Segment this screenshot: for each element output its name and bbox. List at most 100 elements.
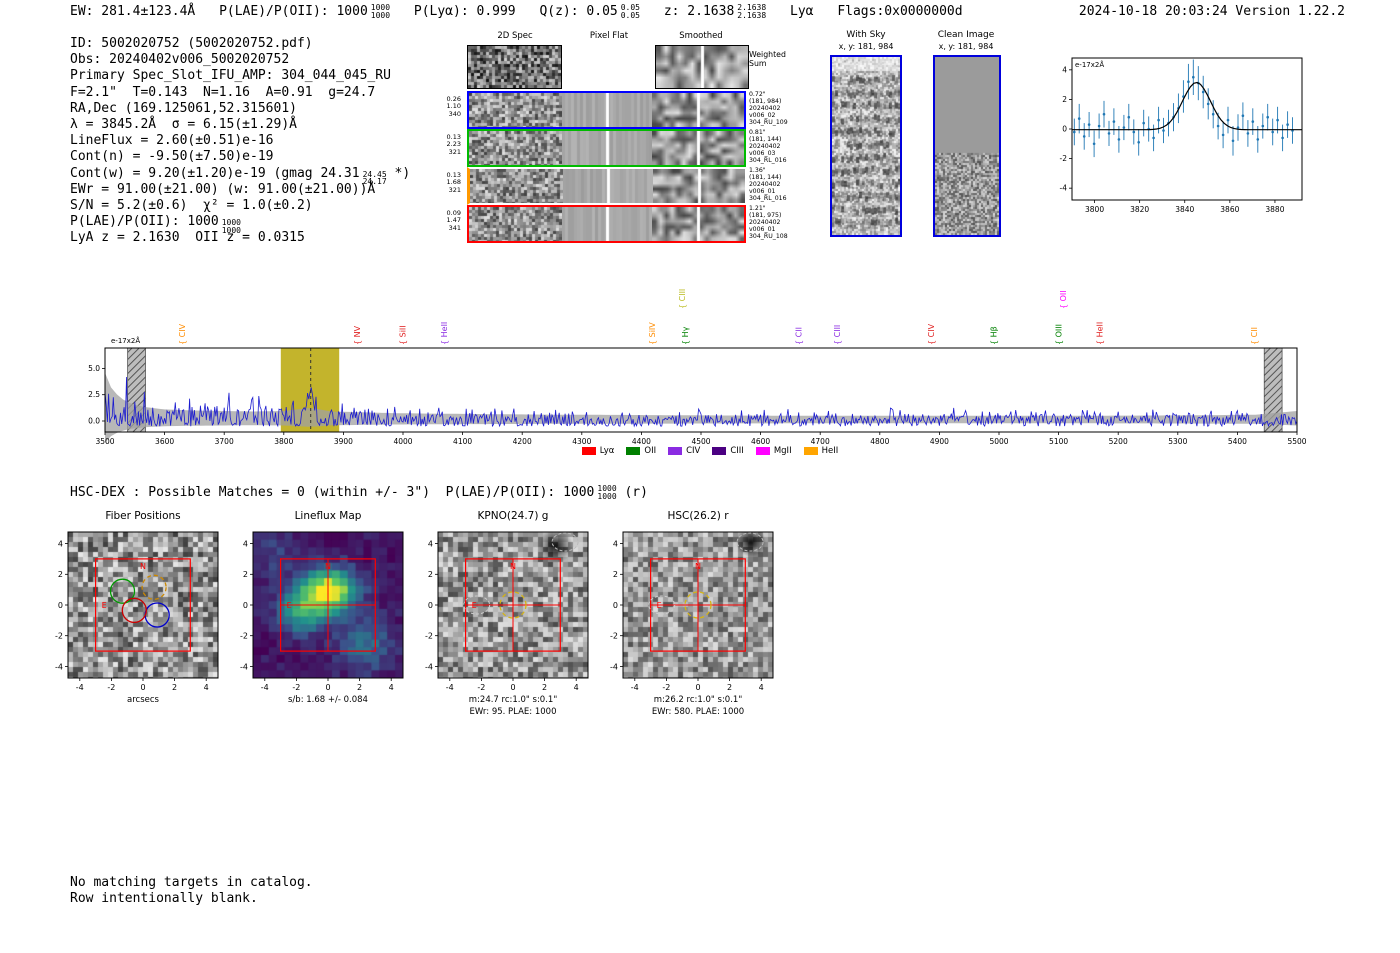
svg-text:5.0: 5.0 — [88, 364, 100, 373]
fiber-circle — [141, 574, 167, 600]
svg-text:3900: 3900 — [334, 437, 353, 446]
row-2dspec-image — [469, 207, 562, 241]
info-line-plae: P(LAE)/P(OII): 1000 1000 1000 — [70, 214, 241, 235]
svg-text:-2: -2 — [425, 632, 433, 641]
svg-text:4: 4 — [243, 539, 248, 548]
cutout-title-lineflux-map: Lineflux Map — [294, 510, 362, 522]
ew-value: EW: 281.4±123.4Å — [70, 4, 196, 19]
cutout-axes: -4 -4 -2 -2 0 0 2 2 4 4 — [55, 539, 209, 692]
row-2dspec-image — [469, 93, 562, 127]
clean-title: Clean Image — [937, 30, 995, 40]
row-smoothed-image — [652, 131, 744, 165]
zoom-axes: 3800 3820 3840 3860 3880 -4 -2 0 2 4 — [1060, 65, 1285, 214]
row-pixelflat-image — [562, 207, 652, 241]
svg-text:3800: 3800 — [1085, 205, 1104, 214]
cutout-title-fiber-positions: Fiber Positions — [105, 510, 181, 522]
clean-image — [935, 57, 999, 235]
cutout-title-kpno-g: KPNO(24.7) g — [477, 510, 549, 522]
spectrum-line — [104, 376, 1298, 428]
svg-text:0: 0 — [243, 601, 248, 610]
svg-text:4500: 4500 — [691, 437, 710, 446]
svg-text:4: 4 — [1062, 65, 1067, 74]
svg-text:2: 2 — [542, 683, 547, 692]
svg-text:-4: -4 — [55, 662, 63, 671]
svg-text:5500: 5500 — [1287, 437, 1306, 446]
line-label-OII: { OII — [1059, 290, 1068, 309]
col-title-2dspec: 2D Spec — [497, 31, 533, 41]
zoom-errorbars — [1073, 59, 1294, 158]
extraction-box — [94, 558, 191, 652]
east-label: E — [102, 601, 107, 610]
withsky-title: With Sky — [846, 30, 886, 40]
svg-text:-2: -2 — [107, 683, 115, 692]
line-label-SiII: { SiII — [398, 325, 407, 345]
legend-swatch — [803, 447, 818, 455]
row-fiber-labels: 0.72" (181, 984) 20240402 v006_02 304_RU_109 — [749, 91, 788, 126]
aperture-circle — [684, 591, 712, 619]
svg-text:4000: 4000 — [393, 437, 412, 446]
svg-text:5400: 5400 — [1228, 437, 1247, 446]
info-line-primary: Primary Spec_Slot_IFU_AMP: 304_044_045_R… — [70, 68, 391, 84]
p-lya-value: P(Lyα): 0.999 — [413, 4, 516, 19]
svg-text:-2: -2 — [477, 683, 485, 692]
neighbor-source-ellipse — [736, 532, 764, 552]
plae-poii-value: P(LAE)/P(OII): 1000 1000 1000 — [219, 3, 391, 20]
svg-text:4: 4 — [574, 683, 579, 692]
line-label-NV: { NV — [353, 325, 362, 345]
svg-text:4800: 4800 — [870, 437, 889, 446]
spec2d-strips — [467, 45, 757, 250]
cutout-axes: -4 -4 -2 -2 0 0 2 2 4 4 — [240, 539, 394, 692]
neighbor-ellipse — [648, 595, 676, 615]
svg-text:2: 2 — [727, 683, 732, 692]
row-smoothed-image — [652, 93, 744, 127]
x-axis-ticks: 3500 3600 3700 3800 3900 4000 4100 4200 4300 4400… — [95, 432, 1307, 446]
svg-text:-2: -2 — [292, 683, 300, 692]
line-label-HeII: { HeII — [1096, 322, 1105, 345]
line-label-CIV: { CIV — [178, 323, 187, 345]
svg-text:5000: 5000 — [989, 437, 1008, 446]
cutout-caption-hsc-mag: m:26.2 rc:1.0" s:0.1" — [653, 695, 743, 705]
info-line-redshifts: LyA z = 2.1630 OII z = 0.0315 — [70, 230, 305, 246]
svg-text:5300: 5300 — [1168, 437, 1187, 446]
legend-swatch — [755, 447, 770, 455]
clean-panel — [933, 55, 1001, 237]
footer-line-2: Row intentionally blank. — [70, 891, 258, 906]
row-smoothed-image — [652, 207, 744, 241]
svg-text:2: 2 — [58, 570, 63, 579]
svg-text:0: 0 — [58, 601, 63, 610]
svg-text:2: 2 — [357, 683, 362, 692]
legend-entry-HeII: HeII — [803, 446, 838, 456]
withsky-image — [832, 57, 900, 235]
svg-text:4: 4 — [58, 539, 63, 548]
col-title-smoothed: Smoothed — [679, 31, 723, 41]
spectrum-units-label: e-17x2Å — [111, 336, 140, 345]
svg-text:-4: -4 — [446, 683, 454, 692]
row-fiber-labels: 0.81" (181, 144) 20240402 v006_03 304_RL_016 — [749, 129, 787, 164]
svg-text:0.0: 0.0 — [88, 417, 100, 426]
svg-text:4: 4 — [389, 683, 394, 692]
row-stat-labels: 0.26 1.10 340 — [446, 95, 461, 118]
svg-text:4: 4 — [759, 683, 764, 692]
svg-text:0: 0 — [1062, 125, 1067, 134]
catalog-match-summary: HSC-DEX : Possible Matches = 0 (within +… — [70, 484, 648, 501]
cutout-caption-sb: s/b: 1.68 +/- 0.084 — [288, 695, 368, 705]
svg-text:4100: 4100 — [453, 437, 472, 446]
withsky-panel — [830, 55, 902, 237]
line-label-CIV: { CIV — [927, 323, 936, 345]
withsky-coords: x, y: 181, 984 — [838, 42, 894, 51]
line-label-CII: { CII — [795, 327, 804, 345]
svg-text:-2: -2 — [662, 683, 670, 692]
svg-text:4300: 4300 — [572, 437, 591, 446]
svg-text:0: 0 — [613, 601, 618, 610]
svg-text:5200: 5200 — [1109, 437, 1128, 446]
legend-swatch — [626, 447, 641, 455]
neighbor-source-ellipse — [551, 532, 579, 552]
spec2d-right-labels: Weighted Sum 0.72" (181, 984) 20240402 v006_0… — [749, 45, 805, 250]
fiber-circle — [109, 578, 136, 604]
cutout-caption-hsc-ewr: EWr: 580. PLAE: 1000 — [651, 707, 745, 717]
row-stat-labels: 0.09 1.47 341 — [446, 209, 461, 232]
cutout-caption-kpno-mag: m:24.7 rc:1.0" s:0.1" — [468, 695, 558, 705]
spec2d-row — [467, 91, 746, 129]
svg-text:-4: -4 — [240, 662, 248, 671]
